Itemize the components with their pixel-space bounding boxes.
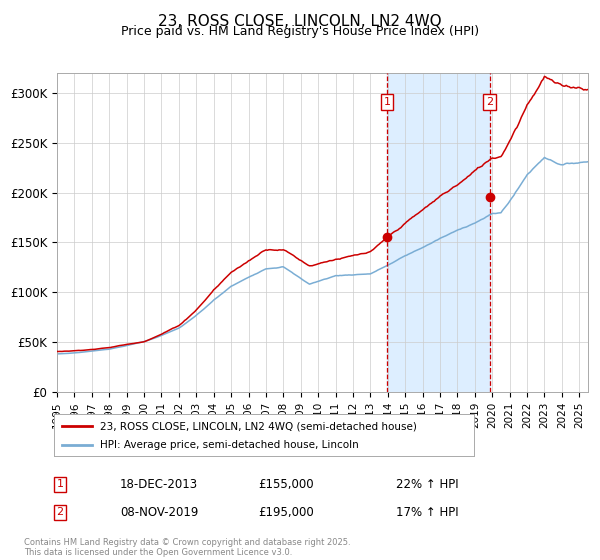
Text: 23, ROSS CLOSE, LINCOLN, LN2 4WQ: 23, ROSS CLOSE, LINCOLN, LN2 4WQ: [158, 14, 442, 29]
Bar: [387, 73, 490, 392]
Text: 23, ROSS CLOSE, LINCOLN, LN2 4WQ (semi-detached house): 23, ROSS CLOSE, LINCOLN, LN2 4WQ (semi-d…: [100, 421, 417, 431]
Text: 1: 1: [56, 479, 64, 489]
Text: 17% ↑ HPI: 17% ↑ HPI: [396, 506, 458, 519]
Text: 18-DEC-2013: 18-DEC-2013: [120, 478, 198, 491]
Text: 08-NOV-2019: 08-NOV-2019: [120, 506, 199, 519]
Text: £195,000: £195,000: [258, 506, 314, 519]
Text: 2: 2: [486, 97, 493, 107]
Text: HPI: Average price, semi-detached house, Lincoln: HPI: Average price, semi-detached house,…: [100, 440, 359, 450]
Text: £155,000: £155,000: [258, 478, 314, 491]
Text: Price paid vs. HM Land Registry's House Price Index (HPI): Price paid vs. HM Land Registry's House …: [121, 25, 479, 38]
Text: 2: 2: [56, 507, 64, 517]
Text: 1: 1: [383, 97, 391, 107]
Text: 22% ↑ HPI: 22% ↑ HPI: [396, 478, 458, 491]
Text: Contains HM Land Registry data © Crown copyright and database right 2025.
This d: Contains HM Land Registry data © Crown c…: [24, 538, 350, 557]
